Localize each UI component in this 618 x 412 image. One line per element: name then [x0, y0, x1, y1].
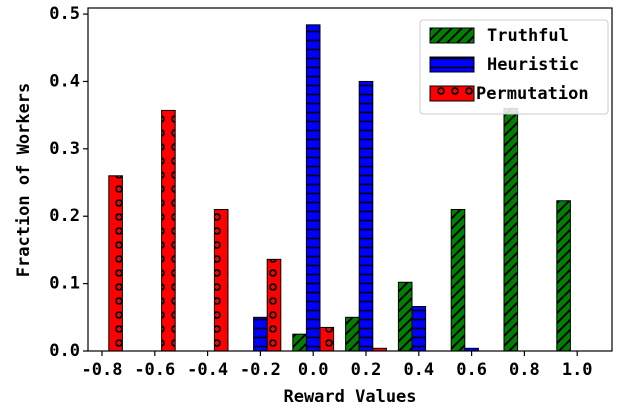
bar	[161, 109, 176, 352]
legend-swatch	[429, 56, 475, 73]
bar	[319, 326, 335, 352]
legend-swatch	[429, 27, 475, 44]
bar	[397, 281, 413, 352]
bar	[292, 333, 307, 352]
bar	[450, 208, 466, 352]
bar	[503, 107, 519, 352]
x-tick-label: 0.8	[509, 360, 540, 380]
legend-label: Truthful	[487, 26, 569, 46]
x-tick-label: 1.0	[562, 360, 593, 380]
y-axis-label: Fraction of Workers	[14, 83, 34, 277]
y-tick-label: 0.2	[49, 206, 80, 226]
bar	[108, 175, 123, 352]
bar	[358, 80, 374, 352]
bar	[253, 316, 268, 352]
bar	[305, 24, 321, 352]
y-tick-label: 0.3	[49, 139, 80, 159]
bar	[411, 306, 427, 352]
bar	[556, 200, 571, 352]
y-tick-label: 0.1	[49, 274, 80, 294]
x-axis-label: Reward Values	[283, 387, 416, 407]
y-tick-label: 0.0	[49, 341, 80, 361]
legend-label: Heuristic	[487, 55, 579, 75]
legend-label: Permutation	[476, 84, 589, 104]
x-tick-label: 0.0	[298, 360, 329, 380]
x-tick-label: 0.4	[403, 360, 434, 380]
y-tick-label: 0.5	[49, 4, 80, 24]
y-tick-label: 0.4	[49, 71, 80, 91]
legend-swatch	[429, 85, 475, 102]
x-tick-label: 0.6	[456, 360, 487, 380]
x-tick-label: -0.8	[82, 360, 123, 380]
plot-frame	[87, 7, 613, 352]
bar	[266, 258, 282, 352]
bar	[345, 316, 360, 352]
x-tick-label: 0.2	[351, 360, 382, 380]
bar	[213, 208, 229, 352]
x-tick-label: -0.2	[240, 360, 281, 380]
x-tick-label: -0.6	[134, 360, 175, 380]
x-tick-label: -0.4	[187, 360, 228, 380]
